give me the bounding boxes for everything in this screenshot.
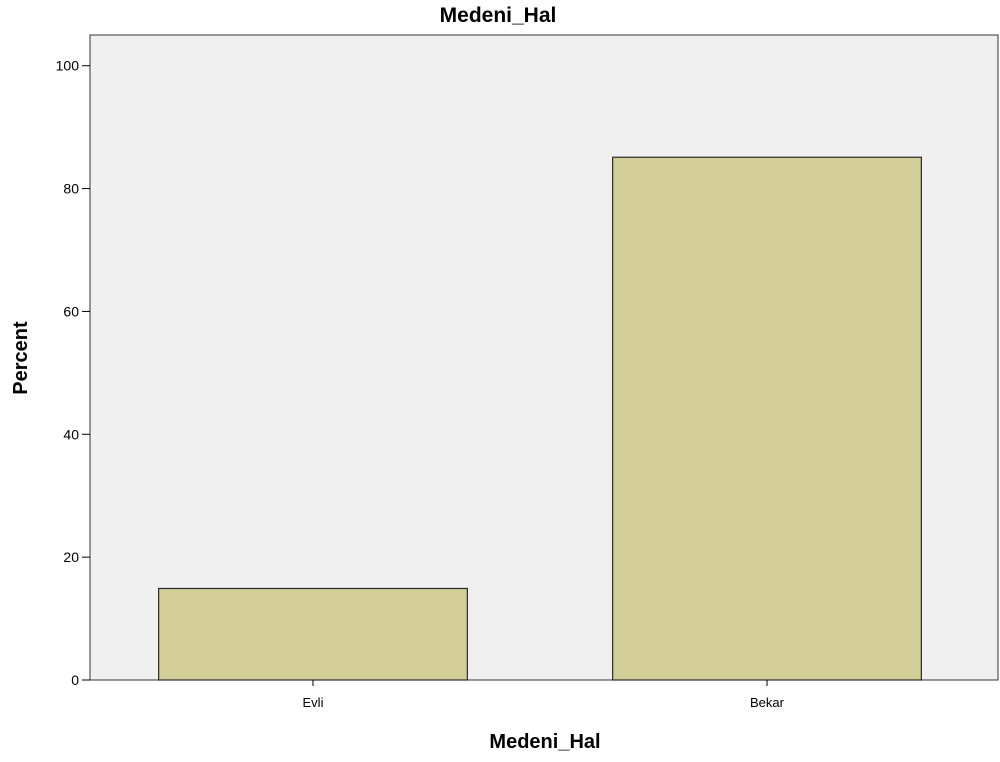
y-axis: 0 20 40 60 80 100 (56, 58, 90, 688)
x-category-label: Evli (303, 695, 324, 710)
y-tick-label: 0 (71, 672, 79, 688)
y-tick-label: 40 (63, 426, 79, 442)
x-axis-title: Medeni_Hal (489, 731, 600, 753)
bar-evli (158, 587, 468, 681)
bar-bekar (612, 156, 922, 681)
y-tick-label: 60 (63, 303, 79, 319)
bars (158, 156, 922, 681)
chart-title: Medeni_Hal (440, 4, 557, 27)
y-tick-label: 20 (63, 549, 79, 565)
y-tick-label: 80 (63, 181, 79, 197)
y-axis-title: Percent (10, 321, 32, 395)
y-tick-label: 100 (56, 58, 80, 74)
x-axis: Evli Bekar (303, 680, 785, 710)
x-category-label: Bekar (750, 695, 785, 710)
